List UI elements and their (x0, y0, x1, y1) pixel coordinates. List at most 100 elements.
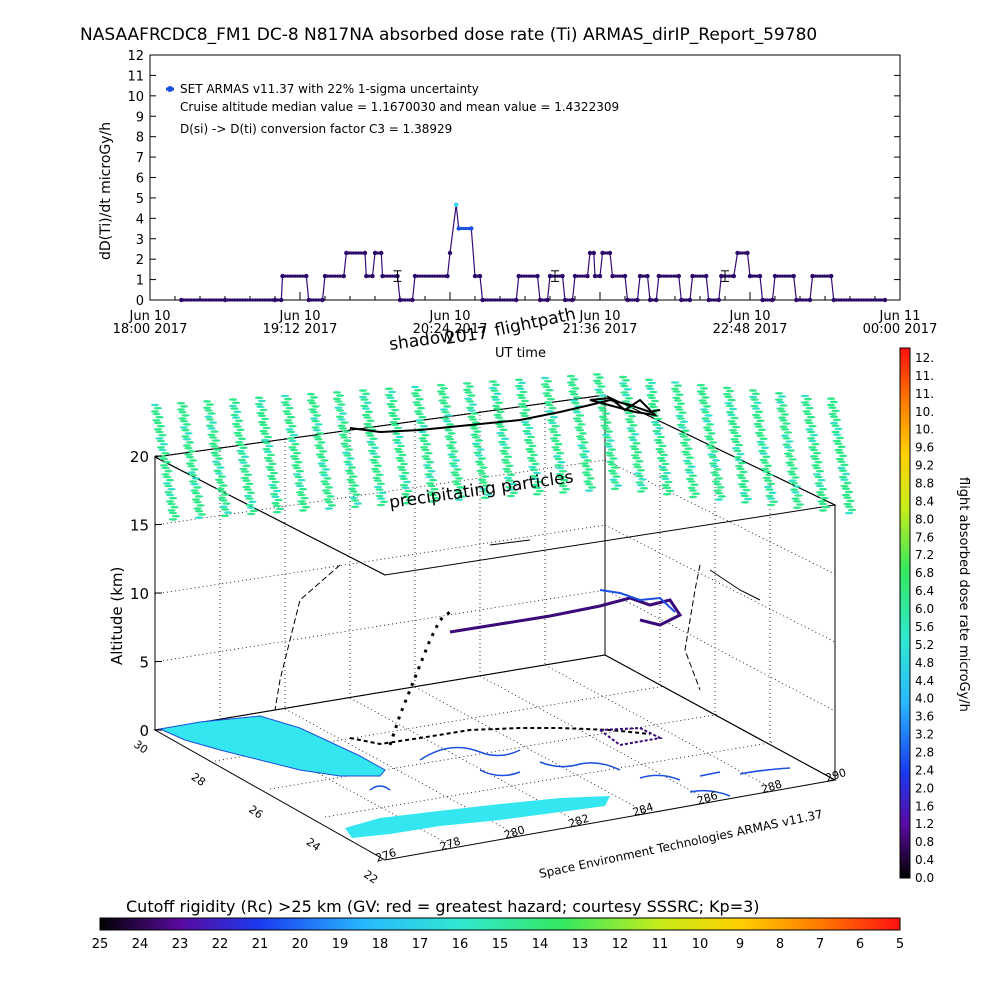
particle-mark (577, 444, 586, 447)
particle-mark (398, 453, 407, 457)
particle-mark (659, 468, 669, 472)
particle-mark (262, 441, 271, 445)
particle-mark (760, 446, 770, 450)
particle-mark (598, 415, 608, 419)
particle-mark (676, 417, 686, 420)
altitude-axis-ticks: 0 5 10 15 20 (130, 448, 162, 740)
particle-mark (393, 426, 403, 430)
particle-mark (286, 430, 296, 434)
particle-mark (376, 497, 386, 500)
particle-mark (314, 437, 323, 441)
dose-rate-colorbar-label: 1.2 (915, 817, 934, 831)
particle-mark (831, 424, 840, 428)
dose-rate-sample (849, 298, 853, 302)
particle-mark (704, 435, 713, 438)
particle-mark (150, 410, 160, 413)
dose-rate-sample (603, 251, 607, 255)
particle-mark (413, 388, 423, 392)
particle-mark (178, 410, 187, 414)
dose-rate-sample (498, 298, 502, 302)
particle-mark (156, 439, 166, 443)
particle-mark (506, 494, 516, 498)
particle-mark (520, 399, 530, 403)
particle-mark (168, 518, 178, 521)
particle-mark (419, 446, 429, 449)
particle-mark (314, 444, 323, 447)
particle-mark (554, 442, 563, 446)
particle-mark (349, 496, 358, 500)
particle-mark (737, 461, 747, 465)
particle-mark (748, 395, 758, 399)
particle-mark (806, 430, 816, 434)
particle-mark (161, 473, 170, 476)
particle-mark (552, 455, 562, 458)
particle-mark (324, 486, 334, 489)
particle-mark (636, 469, 646, 472)
particle-mark (808, 446, 817, 449)
particle-mark (363, 422, 372, 426)
particle-mark (520, 414, 530, 418)
particle-mark (402, 495, 412, 499)
particle-mark (194, 516, 204, 519)
particle-mark (360, 398, 369, 401)
particle-mark (205, 403, 215, 406)
particle-mark (167, 502, 176, 506)
rigidity-colorbar-label: 22 (212, 937, 229, 952)
timeseries-series (179, 202, 888, 303)
particle-mark (402, 501, 412, 505)
particle-mark (300, 496, 309, 500)
particle-mark (344, 469, 354, 473)
particle-mark (600, 424, 609, 428)
particle-mark (717, 495, 727, 498)
dose-rate-sample (359, 251, 363, 255)
particle-mark (451, 473, 461, 477)
dose-rate-sample (877, 298, 881, 302)
dose-rate-sample (418, 274, 422, 278)
dose-rate-colorbar-label: 9.2 (915, 459, 934, 473)
particle-mark (265, 459, 274, 463)
dose-rate-sample (500, 298, 505, 302)
particle-mark (806, 437, 816, 440)
particle-mark (491, 404, 501, 408)
flight-wall-projection-right (684, 564, 701, 691)
flight-path-segment-blue (599, 589, 676, 613)
particle-mark (532, 492, 542, 496)
particle-mark (156, 424, 166, 428)
particle-mark (366, 434, 375, 437)
particle-mark (453, 482, 462, 486)
dose-rate-colorbar-label: 5.6 (915, 620, 934, 634)
particle-mark (702, 405, 712, 408)
rigidity-colorbar-label: 14 (532, 937, 549, 952)
particle-mark (162, 475, 172, 479)
particle-mark (248, 500, 257, 504)
particle-mark (517, 381, 527, 385)
particle-mark (812, 451, 822, 455)
dose-rate-sample (714, 298, 718, 302)
particle-mark (441, 417, 450, 420)
particle-mark (832, 433, 842, 437)
dose-rate-sample (423, 274, 427, 278)
dose-rate-sample (727, 274, 731, 278)
particle-mark (727, 398, 736, 402)
particle-mark (765, 473, 774, 477)
particle-mark (439, 387, 449, 390)
particle-mark (418, 430, 427, 434)
particle-mark (826, 397, 836, 401)
particle-mark (210, 451, 219, 455)
dose-rate-sample (298, 274, 302, 278)
particle-mark (159, 464, 169, 467)
particle-mark (766, 503, 776, 507)
dose-rate-sample (555, 274, 560, 278)
particle-mark (470, 433, 479, 437)
particle-mark (427, 491, 436, 494)
particle-mark (655, 441, 664, 445)
particle-mark (308, 408, 317, 411)
particle-mark (214, 478, 224, 482)
longitude-tick-label: 282 (567, 812, 591, 831)
particle-mark (837, 445, 846, 449)
particle-mark (727, 420, 736, 423)
particle-mark (483, 493, 493, 496)
dose-rate-sample (593, 274, 597, 278)
particle-mark (398, 474, 407, 478)
